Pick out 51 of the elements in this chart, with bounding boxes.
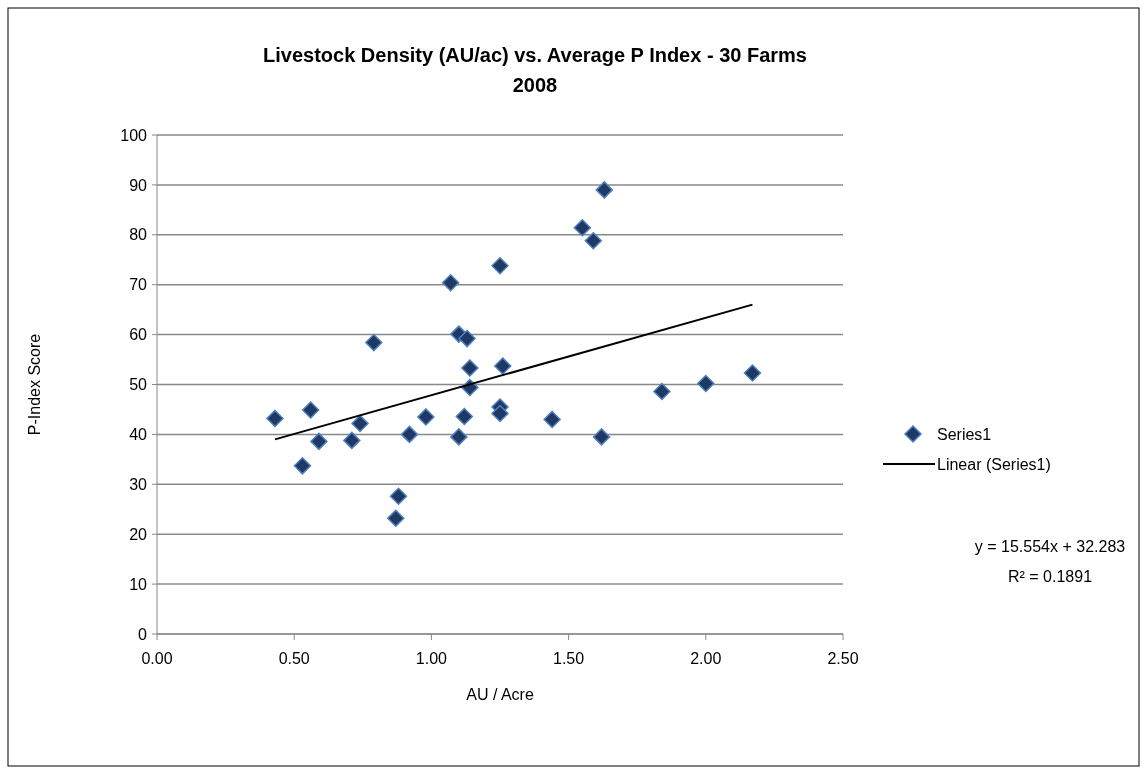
y-axis-title: P-Index Score [26,333,43,436]
point [697,374,715,393]
point [266,409,284,428]
y-tick-label: 0 [138,625,148,643]
point [592,428,611,446]
legend-label: Series1 [937,425,992,443]
y-tick-label: 60 [129,326,148,344]
y-tick-label: 70 [129,276,148,294]
x-tick-label: 1.50 [553,650,585,667]
point [461,359,479,377]
y-tick-label: 80 [129,226,148,244]
point [458,329,476,348]
x-tick-label: 2.00 [690,650,722,667]
point [301,401,320,419]
point [441,273,460,292]
y-tick-label: 90 [129,176,148,194]
x-tick-label: 1.00 [415,650,448,667]
point [653,382,671,401]
chart-title: Livestock Density (AU/ac) vs. Average P Index - 30 Farms 2008 [263,44,807,96]
text: R² = 0.1891 [1007,568,1093,585]
point [493,357,512,375]
y-tick-label: 20 [129,525,148,543]
point [351,414,369,433]
y-tick-label: 50 [129,376,148,394]
point [365,333,383,352]
point [595,181,614,199]
text: y = 15.554x + 32.283 [974,538,1126,555]
point [743,364,762,382]
point [491,404,509,423]
y-tick-label: 30 [129,475,148,493]
point [455,407,474,426]
point [400,425,419,444]
point [343,431,361,450]
legend-label: Linear (Series1) [937,455,1051,473]
point [417,408,435,426]
point [491,256,509,275]
y-tick-label: 100 [120,126,148,144]
y-tick-label: 40 [129,426,148,443]
point [293,457,312,475]
point [584,232,603,250]
x-axis-title: AU / Acre [466,686,534,703]
point [573,219,592,237]
point [389,487,408,506]
x-tick-label: 0.00 [141,650,173,667]
point [386,509,405,527]
x-tick-label: 2.50 [827,650,859,667]
point [543,410,561,429]
point [450,428,468,446]
y-tick-label: 10 [129,575,148,593]
point [310,432,328,451]
x-tick-label: 0.50 [278,650,310,667]
